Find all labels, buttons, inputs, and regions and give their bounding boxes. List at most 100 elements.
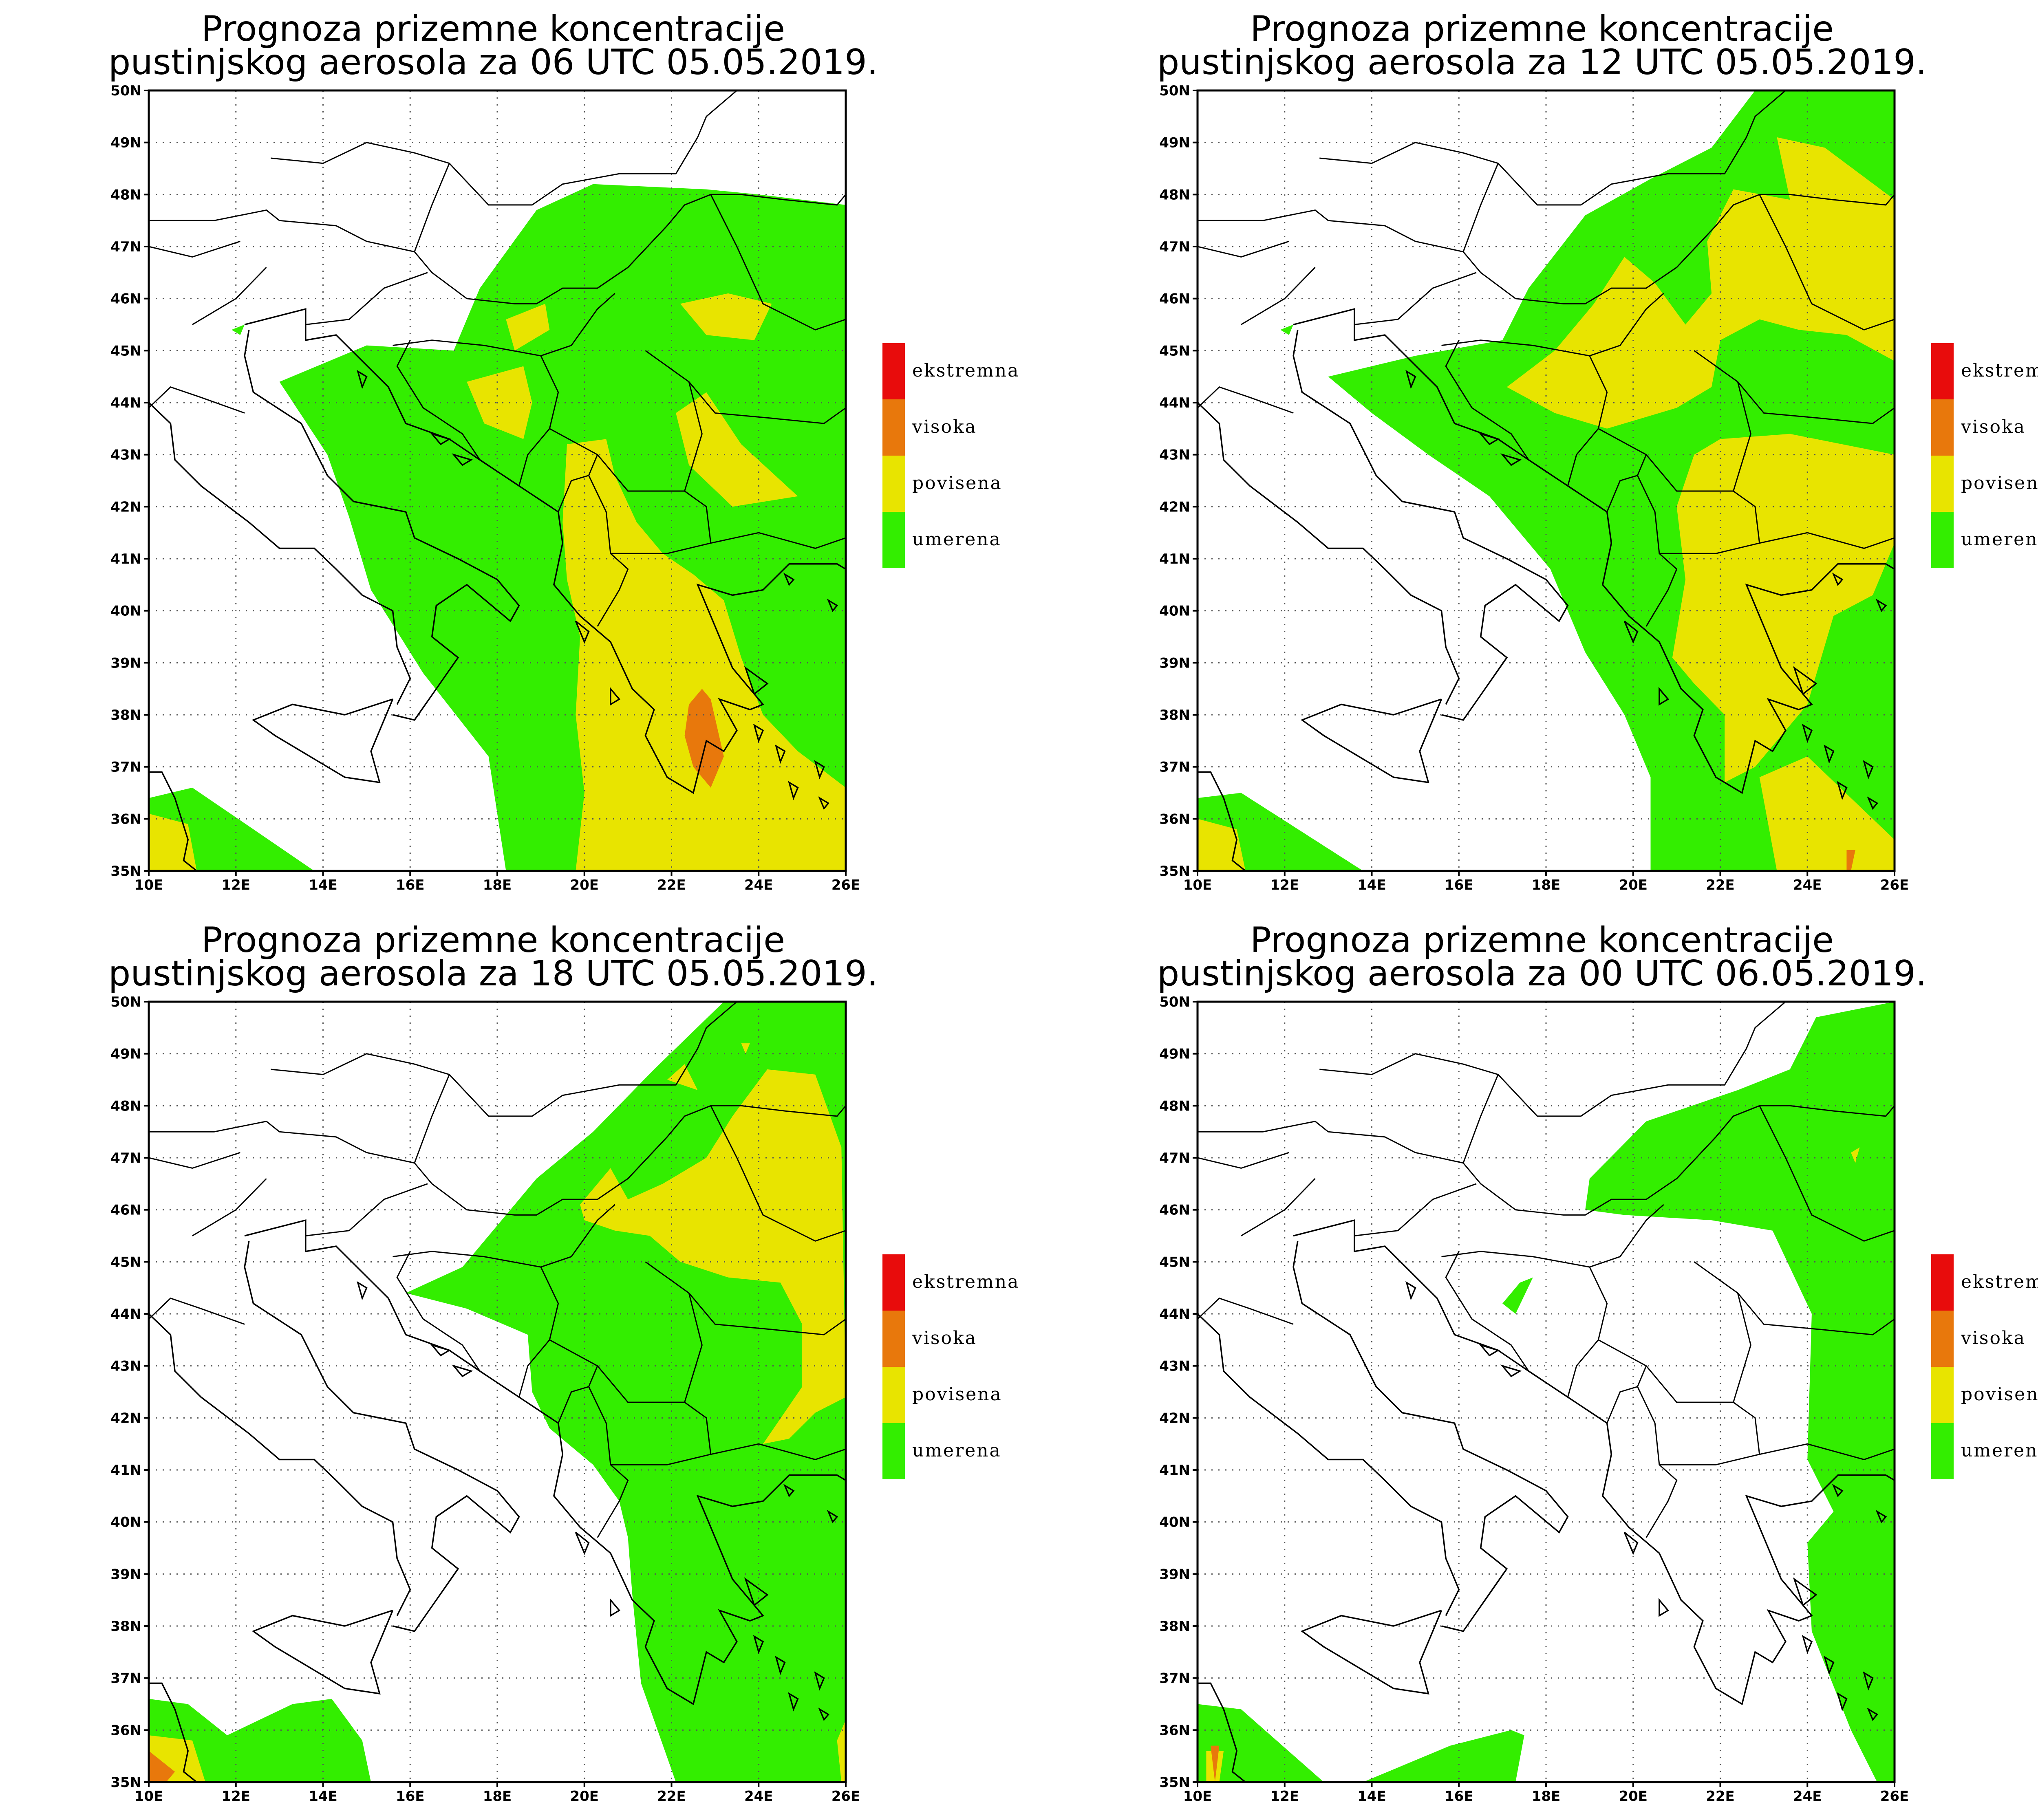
lat-tick-label: 49N [110, 1046, 141, 1062]
country-border [414, 1074, 450, 1163]
concentration-map[interactable]: 50N 49N 48N 47N 46N 45N 44N 43N 42N 41N 40N 39N 38N 3… [1159, 994, 1909, 1805]
lon-tick-label: 12E [221, 877, 250, 893]
lon-tick-label: 14E [309, 1788, 337, 1805]
zone-visoka [1846, 850, 1855, 871]
lat-tick-label: 39N [110, 655, 141, 671]
lon-tick-label: 10E [135, 1788, 163, 1805]
legend-label-visoka: visoka [1961, 416, 2026, 437]
country-border [540, 1204, 615, 1268]
island-outline [452, 1364, 473, 1377]
country-border [597, 1365, 846, 1461]
lat-tick-label: 44N [1159, 1306, 1190, 1322]
country-border [645, 1261, 690, 1294]
country-border [1441, 339, 1608, 486]
island-outline [1478, 432, 1500, 445]
legend-label-umerena: umerena [1961, 529, 2038, 550]
map-plot-area [1198, 1002, 1895, 1782]
island-outline [1793, 1577, 1817, 1606]
zone-povisena [667, 1064, 698, 1090]
island-outline [357, 370, 368, 390]
lon-tick-label: 22E [1706, 877, 1735, 893]
lon-tick-label: 24E [1793, 877, 1822, 893]
lon-tick-label: 18E [1532, 877, 1561, 893]
lat-tick-label: 38N [110, 707, 141, 723]
island-outline [1837, 781, 1848, 800]
lon-tick-label: 18E [483, 1788, 512, 1805]
coastline [1300, 1610, 1442, 1695]
island-outline [1837, 1692, 1848, 1712]
legend-label-povisena: povisena [1961, 1384, 2038, 1405]
coastline [1292, 330, 1569, 721]
legend-swatch-povisena [882, 1367, 905, 1423]
concentration-map[interactable]: 50N 49N 48N 47N 46N 45N 44N 43N 42N 41N 40N 39N 38N 3… [1159, 83, 1909, 893]
island-outline [1863, 1671, 1874, 1691]
lat-tick-label: 41N [110, 1462, 141, 1478]
coastline [1198, 402, 1460, 705]
panel-title-line1: Prognoza prizemne koncentracije [201, 9, 785, 49]
legend-label-ekstremna: ekstremna [1961, 360, 2038, 381]
island-outline [753, 1635, 764, 1655]
concentration-map[interactable]: 50N 49N 48N 47N 46N 45N 44N 43N 42N 41N 40N 39N 38N 3… [110, 994, 860, 1805]
concentration-legend: ekstremna visoka povisena umerena [1931, 343, 2038, 568]
lat-tick-label: 42N [1159, 499, 1190, 515]
country-border [597, 454, 846, 549]
zone-umerena [1363, 1730, 1524, 1782]
island-outline [1832, 573, 1844, 586]
lat-tick-label: 39N [110, 1566, 141, 1582]
lat-tick-label: 48N [1159, 187, 1190, 203]
lat-tick-label: 42N [110, 499, 141, 515]
lon-tick-label: 20E [1619, 1788, 1648, 1805]
lon-tick-label: 20E [570, 1788, 599, 1805]
zone-povisena [1672, 434, 1895, 782]
zone-umerena [149, 1699, 371, 1782]
lon-tick-label: 24E [1793, 1788, 1822, 1805]
coastline [1300, 698, 1442, 784]
island-outline [1659, 1598, 1669, 1617]
forecast-panel-18utc: Prognoza prizemne koncentracije pustinjs… [108, 920, 1019, 1805]
country-border [1198, 1297, 1294, 1325]
lon-tick-label: 18E [1532, 1788, 1561, 1805]
lat-tick-label: 41N [1159, 551, 1190, 567]
concentration-map[interactable]: 50N 49N 48N 47N 46N 45N 44N 43N 42N 41N 40N 39N 38N 3… [110, 83, 860, 893]
legend-label-ekstremna: ekstremna [1961, 1271, 2038, 1292]
lon-tick-label: 26E [1880, 1788, 1909, 1805]
lat-tick-label: 50N [110, 83, 141, 99]
island-outline [452, 453, 473, 466]
coastline [1198, 1313, 1460, 1616]
island-outline [827, 598, 838, 613]
country-border [1659, 1454, 1760, 1465]
country-border [396, 1251, 481, 1372]
coastline [244, 1241, 520, 1632]
island-outline [1824, 1655, 1835, 1675]
lon-tick-label: 10E [1183, 1788, 1212, 1805]
lat-tick-label: 39N [1159, 1566, 1190, 1582]
lat-tick-label: 48N [1159, 1098, 1190, 1114]
zone-umerena [232, 324, 245, 335]
zone-visoka [149, 1751, 175, 1782]
lon-tick-label: 18E [483, 877, 512, 893]
island-outline [357, 1281, 368, 1301]
lon-tick-label: 14E [309, 877, 337, 893]
country-border [645, 350, 690, 383]
legend-swatch-povisena [882, 456, 905, 512]
legend-label-umerena: umerena [1961, 1440, 2038, 1461]
country-border [1733, 1293, 1751, 1403]
island-outline [1867, 1708, 1878, 1721]
lat-tick-label: 42N [110, 1410, 141, 1426]
island-outline [814, 1671, 825, 1691]
lon-tick-label: 16E [396, 1788, 425, 1805]
lon-tick-label: 10E [1183, 877, 1212, 893]
country-border [684, 381, 703, 491]
coastline [1293, 1219, 1895, 1705]
lat-tick-label: 47N [110, 239, 141, 255]
legend-label-povisena: povisena [1961, 473, 2038, 494]
lon-tick-label: 16E [1445, 1788, 1473, 1805]
coastline [251, 698, 394, 784]
legend-label-povisena: povisena [912, 473, 1002, 494]
country-border [1241, 267, 1316, 325]
country-border [396, 340, 481, 461]
island-outline [783, 1484, 795, 1498]
country-border [1354, 272, 1477, 325]
lon-tick-label: 22E [657, 877, 686, 893]
